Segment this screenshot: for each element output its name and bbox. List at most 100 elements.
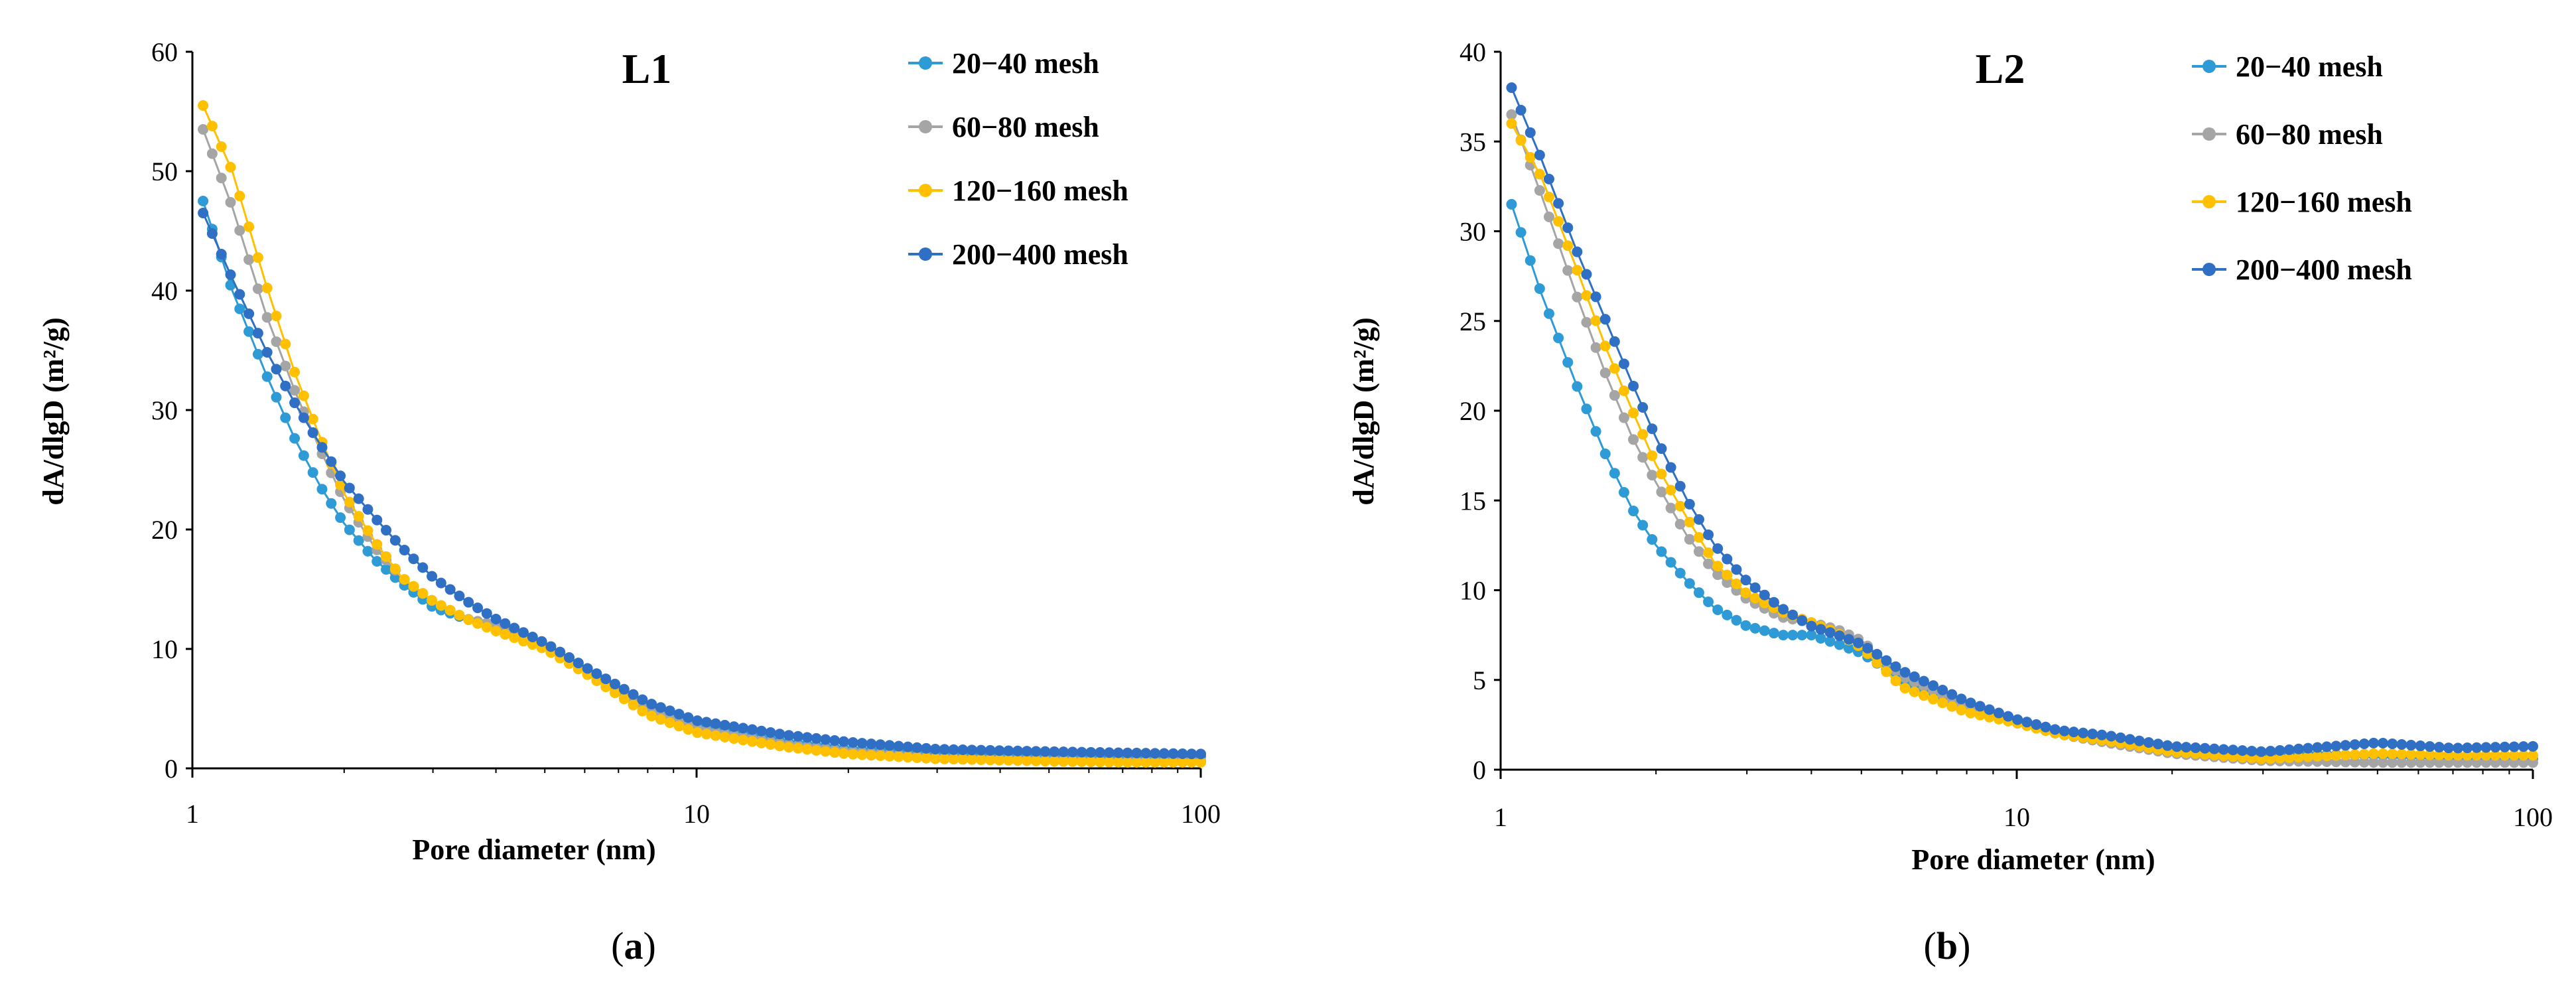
data-point (362, 504, 373, 515)
data-point (2406, 757, 2417, 768)
data-point (866, 750, 877, 761)
data-point (1030, 746, 1042, 757)
data-point (609, 687, 620, 699)
data-point (1525, 152, 1536, 163)
legend-label: 200−400 mesh (2236, 253, 2412, 286)
data-point (738, 723, 749, 734)
legend-swatch-marker (919, 120, 932, 133)
data-point (2303, 751, 2314, 762)
data-point (847, 748, 858, 760)
data-point (673, 721, 685, 732)
data-point (1712, 604, 1724, 615)
data-point (957, 754, 969, 765)
y-tick-label: 5 (1473, 666, 1486, 695)
data-point (1599, 340, 1611, 352)
data-point (2358, 748, 2370, 760)
data-point (1618, 385, 1629, 396)
data-point (389, 572, 401, 583)
data-point (289, 433, 301, 444)
data-point (408, 581, 419, 592)
data-point (2443, 750, 2454, 761)
data-point (1768, 628, 1779, 639)
data-point (1890, 675, 1901, 687)
y-tick-label: 35 (1459, 127, 1486, 157)
data-point (1085, 756, 1097, 768)
data-point (1693, 514, 1704, 525)
data-point (216, 141, 227, 152)
data-point (1984, 711, 1995, 723)
data-point (2443, 742, 2454, 754)
data-point (1058, 756, 1069, 767)
data-point (1768, 597, 1779, 608)
data-point (1881, 655, 1892, 666)
x-tick-label: 100 (2513, 802, 2553, 832)
data-point (2443, 757, 2454, 768)
data-point (1928, 680, 1939, 691)
data-point (2358, 738, 2370, 749)
data-point (2490, 750, 2501, 761)
data-point (618, 683, 630, 695)
data-point (994, 754, 1005, 766)
series-200-400-mesh (198, 208, 1206, 760)
data-point (1684, 498, 1695, 510)
data-point (1693, 531, 1704, 543)
data-point (1871, 649, 1883, 660)
data-point (289, 385, 301, 396)
data-point (1104, 756, 1115, 768)
data-point (902, 741, 914, 752)
data-point (1506, 82, 1517, 94)
data-point (2190, 742, 2201, 753)
data-point (234, 303, 245, 315)
data-point (1140, 757, 1152, 768)
legend-swatch-marker (2203, 195, 2216, 208)
x-tick-label: 10 (2003, 802, 2030, 832)
data-point (198, 100, 209, 111)
legend-swatch-marker (2203, 127, 2216, 141)
data-point (2181, 742, 2192, 753)
data-point (1553, 238, 1564, 249)
data-point (1656, 486, 1667, 498)
data-point (1076, 756, 1087, 768)
data-point (225, 161, 236, 173)
data-point (1918, 675, 1929, 687)
data-point (1656, 468, 1667, 480)
data-point (435, 577, 446, 589)
data-point (372, 555, 383, 567)
data-point (1815, 624, 1826, 635)
panel-caption: (b) (1924, 924, 1971, 967)
data-point (774, 740, 785, 752)
data-point (444, 604, 456, 616)
data-point (1965, 707, 1976, 719)
data-point (216, 248, 227, 259)
data-point (1928, 693, 1939, 705)
data-point (2499, 750, 2510, 761)
chart-title: L1 (622, 45, 672, 92)
data-point (481, 608, 492, 619)
data-point (902, 752, 914, 763)
data-point (2480, 750, 2492, 761)
data-point (2480, 742, 2492, 753)
data-point (856, 749, 868, 760)
data-point (765, 727, 776, 738)
data-point (2021, 717, 2033, 728)
data-point (847, 737, 858, 748)
data-point (2208, 743, 2220, 754)
legend-label: 120−160 mesh (2236, 186, 2412, 218)
data-point (618, 693, 630, 705)
data-point (234, 289, 245, 300)
data-point (1693, 546, 1704, 557)
legend-label: 120−160 mesh (952, 175, 1128, 207)
data-point (490, 614, 502, 625)
y-tick-label: 50 (151, 157, 178, 186)
data-point (389, 563, 401, 575)
data-point (271, 336, 282, 347)
data-point (655, 702, 666, 713)
data-point (1740, 620, 1751, 631)
data-point (509, 632, 520, 644)
y-tick-label: 60 (151, 37, 178, 67)
data-point (1131, 747, 1142, 758)
data-point (1572, 265, 1583, 276)
data-point (1609, 336, 1620, 347)
data-point (1693, 587, 1704, 598)
